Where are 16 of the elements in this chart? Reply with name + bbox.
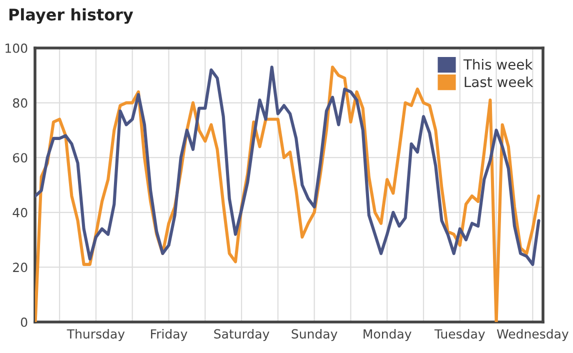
legend-label: This week — [463, 58, 533, 70]
y-tick-label: 0 — [20, 317, 28, 327]
legend-label: Last week — [464, 76, 534, 88]
x-tick-label: Friday — [151, 328, 188, 342]
y-tick-label: 20 — [13, 262, 28, 272]
x-tick-label: Monday — [364, 328, 412, 342]
x-tick-label: Thursday — [66, 328, 125, 342]
y-tick-label: 100 — [6, 43, 28, 53]
chart-title: Player history — [9, 8, 134, 24]
x-tick-label: Tuesday — [434, 328, 485, 342]
x-tick-label: Saturday — [214, 328, 270, 342]
x-tick-label: Sunday — [292, 328, 338, 342]
x-tick-label: Wednesday — [496, 328, 568, 342]
y-tick-label: 60 — [13, 153, 28, 163]
y-tick-label: 40 — [12, 208, 28, 218]
y-tick-label: 80 — [12, 98, 28, 108]
